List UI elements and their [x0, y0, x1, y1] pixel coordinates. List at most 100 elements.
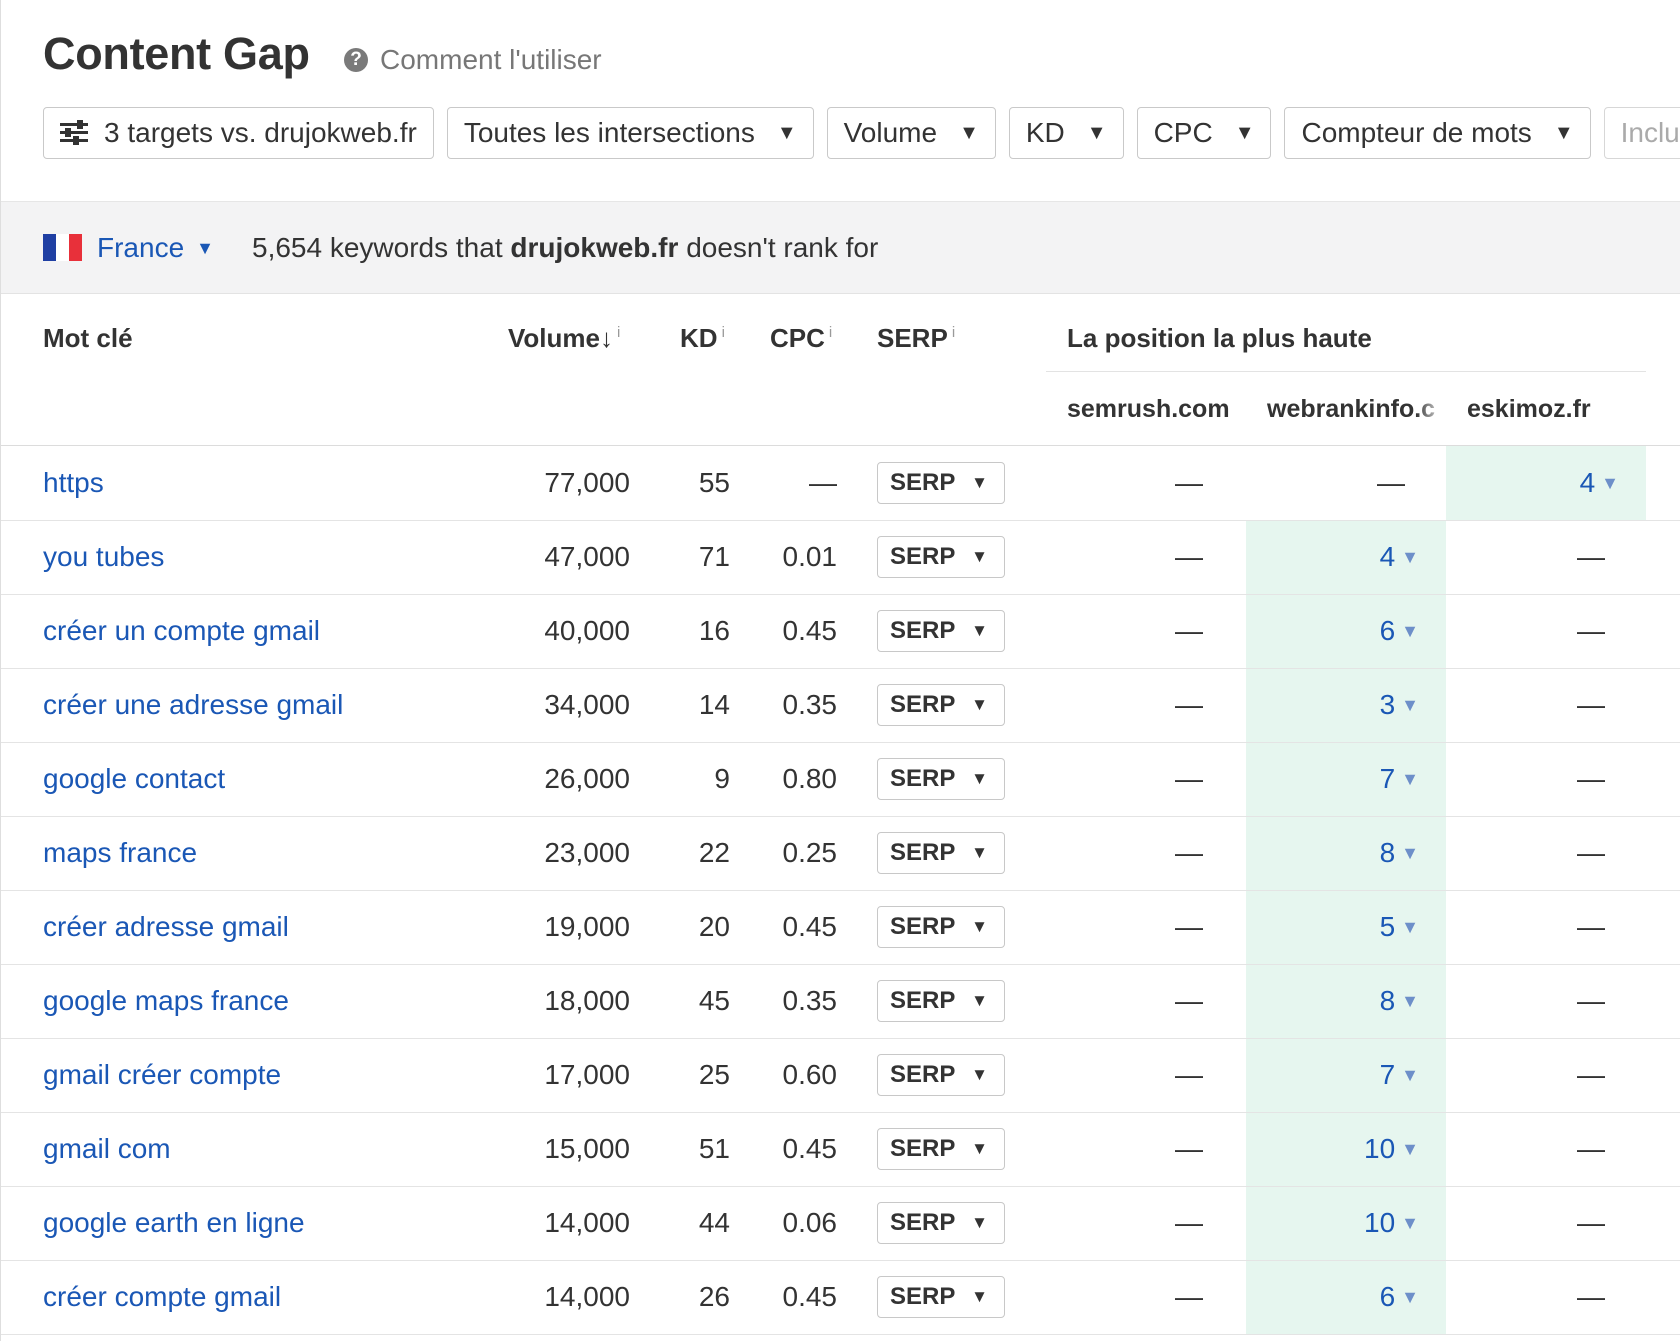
position-webrankinfo[interactable]: 8 ▼ [1247, 964, 1427, 1038]
summary-pre: keywords that [329, 232, 503, 263]
info-icon[interactable]: i [721, 324, 725, 342]
include-filter-input[interactable]: Inclure [1603, 107, 1680, 159]
position-eskimoz: — [1447, 1186, 1627, 1260]
caret-down-icon: ▼ [971, 473, 988, 492]
keyword-link[interactable]: créer adresse gmail [43, 911, 289, 942]
targets-filter-button[interactable]: 3 targets vs. drujokweb.fr [43, 107, 434, 159]
position-eskimoz-value: — [1577, 1207, 1605, 1238]
word-count-filter-dropdown[interactable]: Compteur de mots ▼ [1284, 107, 1591, 159]
best-position-highlight [1246, 668, 1446, 743]
keyword-link[interactable]: you tubes [43, 541, 165, 572]
position-webrankinfo[interactable]: 4 ▼ [1247, 520, 1427, 594]
position-details-caret-icon: ▼ [1401, 1212, 1419, 1233]
table-row: google maps france 18,000 45 0.35 SERP ▼ —8 ▼ — [1, 964, 1680, 1039]
serp-button-label: SERP [890, 1283, 956, 1310]
keyword-link[interactable]: créer un compte gmail [43, 615, 321, 646]
serp-button[interactable]: SERP ▼ [877, 832, 1005, 874]
volume-value: 23,000 [544, 837, 630, 868]
position-webrankinfo[interactable]: 6 ▼ [1247, 1260, 1427, 1334]
intersections-dropdown[interactable]: Toutes les intersections ▼ [446, 107, 814, 159]
position-eskimoz: — [1447, 1260, 1627, 1334]
position-details-caret-icon: ▼ [1401, 546, 1419, 567]
targets-filter-label: 3 targets vs. drujokweb.fr [104, 117, 417, 148]
column-header-keyword[interactable]: Mot clé [43, 323, 133, 353]
position-webrankinfo[interactable]: 7 ▼ [1247, 742, 1427, 816]
keyword-link[interactable]: maps france [43, 837, 198, 868]
column-group-highest-position: La position la plus haute [1067, 323, 1372, 353]
volume-filter-dropdown[interactable]: Volume ▼ [826, 107, 996, 159]
help-link[interactable]: ? Comment l'utiliser [344, 44, 602, 76]
cpc-value: 0.35 [782, 689, 838, 720]
flag-stripe-white [56, 234, 69, 261]
position-semrush-value: — [1175, 911, 1203, 942]
position-details-caret-icon: ▼ [1401, 916, 1419, 937]
keyword-link[interactable]: https [43, 467, 104, 498]
serp-button[interactable]: SERP ▼ [877, 536, 1005, 578]
position-eskimoz[interactable]: 4 ▼ [1447, 446, 1627, 520]
volume-filter-label: Volume [843, 117, 938, 148]
position-eskimoz-value: — [1577, 837, 1605, 868]
keyword-link[interactable]: google maps france [43, 985, 289, 1016]
serp-button[interactable]: SERP ▼ [877, 1202, 1005, 1244]
france-flag-icon [43, 234, 82, 261]
position-eskimoz: — [1447, 594, 1627, 668]
country-dropdown[interactable]: France ▼ [97, 232, 214, 264]
cpc-value: 0.45 [782, 615, 838, 646]
kd-value: 20 [698, 911, 730, 942]
info-icon[interactable]: i [616, 324, 621, 342]
position-semrush: — [1047, 816, 1225, 890]
position-webrankinfo[interactable]: 5 ▼ [1247, 890, 1427, 964]
keyword-link[interactable]: google contact [43, 763, 226, 794]
position-webrankinfo[interactable]: 6 ▼ [1247, 594, 1427, 668]
position-semrush: — [1047, 446, 1225, 520]
position-webrankinfo[interactable]: 10 ▼ [1247, 1112, 1427, 1186]
serp-button[interactable]: SERP ▼ [877, 684, 1005, 726]
serp-button[interactable]: SERP ▼ [877, 980, 1005, 1022]
cpc-value: — [809, 467, 837, 498]
best-position-highlight [1246, 594, 1446, 669]
position-webrankinfo[interactable]: 10 ▼ [1247, 1186, 1427, 1260]
kd-filter-dropdown[interactable]: KD ▼ [1008, 107, 1124, 159]
serp-button-label: SERP [890, 1135, 956, 1162]
position-semrush-value: — [1175, 1207, 1203, 1238]
volume-header-label: Volume [508, 323, 600, 353]
position-webrankinfo-value: 10 [1364, 1133, 1396, 1164]
keyword-link[interactable]: gmail com [43, 1133, 171, 1164]
serp-button[interactable]: SERP ▼ [877, 1276, 1005, 1318]
position-semrush-value: — [1175, 837, 1203, 868]
volume-value: 77,000 [544, 467, 630, 498]
competitor-header-1[interactable]: semrush.com [1067, 395, 1230, 423]
position-webrankinfo-value: 8 [1379, 985, 1396, 1016]
competitor-header-2[interactable]: webrankinfo.c [1267, 395, 1436, 423]
position-webrankinfo-value: 3 [1379, 689, 1396, 720]
position-webrankinfo[interactable]: 8 ▼ [1247, 816, 1427, 890]
serp-button[interactable]: SERP ▼ [877, 462, 1005, 504]
position-webrankinfo-value: — [1377, 467, 1405, 498]
info-icon[interactable]: i [828, 324, 833, 342]
cpc-filter-dropdown[interactable]: CPC ▼ [1136, 107, 1272, 159]
serp-button[interactable]: SERP ▼ [877, 610, 1005, 652]
column-header-serp: SERP i [877, 323, 955, 354]
serp-button[interactable]: SERP ▼ [877, 758, 1005, 800]
cpc-value: 0.25 [782, 837, 838, 868]
serp-button[interactable]: SERP ▼ [877, 1054, 1005, 1096]
position-eskimoz: — [1447, 668, 1627, 742]
serp-button[interactable]: SERP ▼ [877, 1128, 1005, 1170]
position-webrankinfo[interactable]: 7 ▼ [1247, 1038, 1427, 1112]
table-row: maps france 23,000 22 0.25 SERP ▼ —8 ▼ — [1, 816, 1680, 891]
keyword-link[interactable]: gmail créer compte [43, 1059, 282, 1090]
keyword-link[interactable]: créer une adresse gmail [43, 689, 344, 720]
serp-button[interactable]: SERP ▼ [877, 906, 1005, 948]
position-webrankinfo[interactable]: 3 ▼ [1247, 668, 1427, 742]
keyword-link[interactable]: créer compte gmail [43, 1281, 282, 1312]
column-header-volume[interactable]: Volume↓ i [508, 323, 620, 354]
position-eskimoz: — [1447, 520, 1627, 594]
competitor-header-3[interactable]: eskimoz.fr [1467, 395, 1591, 423]
caret-down-icon: ▼ [971, 769, 988, 788]
keyword-link[interactable]: google earth en ligne [43, 1207, 305, 1238]
position-eskimoz: — [1447, 816, 1627, 890]
info-icon[interactable]: i [951, 324, 956, 342]
column-header-cpc[interactable]: CPC i [770, 323, 832, 354]
column-header-kd[interactable]: KD i [680, 323, 725, 354]
position-webrankinfo-value: 7 [1379, 1059, 1396, 1090]
